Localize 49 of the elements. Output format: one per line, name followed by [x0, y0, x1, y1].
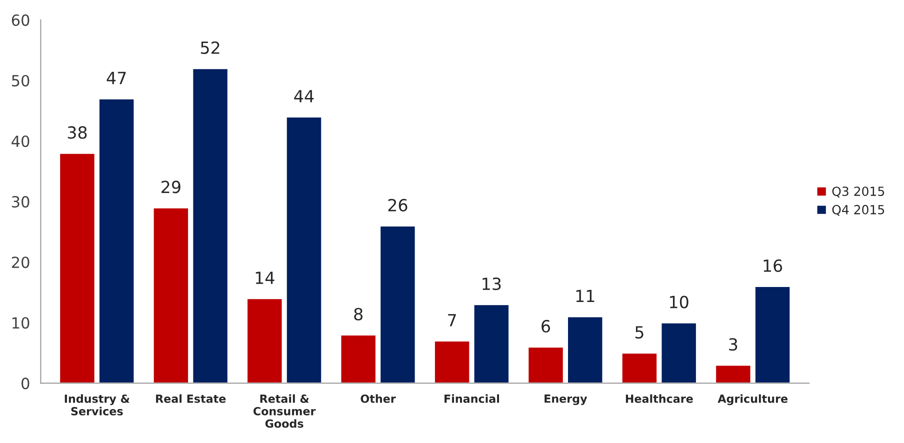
- data-label: 3: [729, 338, 738, 351]
- bar: [379, 225, 416, 384]
- y-tick-label: 20: [12, 256, 30, 268]
- data-label: 5: [635, 326, 644, 339]
- data-label: 29: [162, 180, 180, 194]
- y-tick-label: 40: [12, 135, 30, 148]
- bar: [340, 334, 377, 384]
- data-label: 8: [354, 308, 363, 320]
- bar: [566, 316, 604, 384]
- bar: [434, 340, 471, 384]
- data-label: 14: [256, 272, 274, 284]
- legend-label: Q3 2015: [832, 186, 884, 198]
- data-label: 13: [482, 278, 501, 290]
- bar: [527, 346, 564, 384]
- data-label: 10: [670, 296, 688, 308]
- x-tick-label: Energy: [544, 394, 588, 406]
- data-label: 7: [448, 314, 456, 326]
- bar: [472, 304, 510, 384]
- data-label: 11: [576, 290, 594, 302]
- data-label: 16: [764, 259, 782, 272]
- y-tick-label: 10: [12, 317, 30, 329]
- x-tick-label: Industry & Services: [64, 394, 130, 416]
- x-tick-label: Financial: [444, 394, 500, 403]
- x-tick-label: Agriculture: [718, 394, 788, 406]
- bar: [152, 206, 190, 384]
- bar: [98, 98, 136, 384]
- bar: [714, 364, 752, 384]
- bar: [286, 116, 322, 384]
- bar: [754, 286, 792, 384]
- bar: [58, 152, 96, 384]
- data-label: 38: [68, 126, 87, 139]
- x-tick-label: Retail & Consumer Goods: [253, 394, 316, 428]
- y-tick-label: 60: [12, 14, 30, 26]
- y-tick-label: 50: [12, 74, 30, 86]
- bar: [660, 322, 698, 384]
- data-label: 6: [542, 320, 550, 333]
- bar: [620, 352, 658, 384]
- data-label: 52: [200, 41, 220, 54]
- bar: [246, 298, 284, 384]
- data-label: 47: [106, 72, 126, 84]
- x-tick-label: Healthcare: [626, 394, 693, 403]
- y-tick-label: 0: [22, 378, 30, 390]
- y-tick-label: 30: [12, 196, 30, 208]
- x-tick-label: Real Estate: [156, 394, 226, 403]
- x-tick-label: Other: [360, 394, 396, 403]
- legend-label: Q4 2015: [832, 204, 884, 216]
- data-label: 26: [388, 198, 408, 212]
- data-label: 44: [294, 90, 314, 102]
- bar: [192, 68, 229, 384]
